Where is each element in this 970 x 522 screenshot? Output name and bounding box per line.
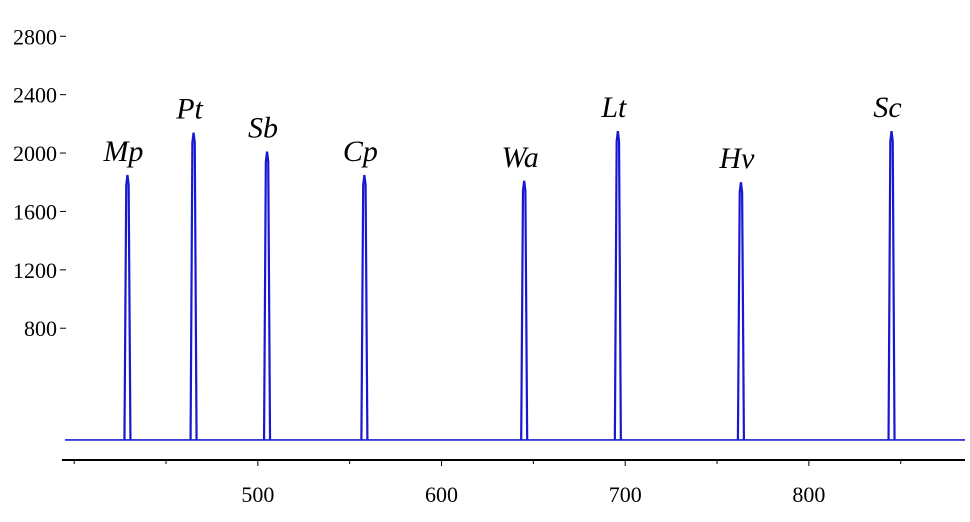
peak-Cp <box>360 174 369 440</box>
peak-Mp <box>123 174 132 440</box>
y-tick-label-800: 800 <box>24 316 57 341</box>
y-tick-label-2400: 2400 <box>13 83 57 108</box>
peak-Pt <box>189 132 198 440</box>
y-tick-label-2000: 2000 <box>13 141 57 166</box>
peak-label-Lt: Lt <box>600 91 627 124</box>
peak-marks <box>123 131 896 440</box>
x-tick-label-500: 500 <box>241 482 274 507</box>
peak-Hv <box>736 182 746 440</box>
y-axis-ticks: 800 1200 1600 2000 2400 2800 <box>13 24 66 341</box>
peak-labels: Mp Pt Sb Cp Wa Lt Hv Sc <box>102 91 901 175</box>
y-tick-label-1200: 1200 <box>13 258 57 283</box>
peak-label-Mp: Mp <box>102 135 143 168</box>
y-tick-label-2800: 2800 <box>13 24 57 49</box>
x-axis-ticks: 500 600 700 800 <box>73 460 902 507</box>
x-tick-label-700: 700 <box>609 482 642 507</box>
peak-label-Hv: Hv <box>718 142 755 175</box>
peak-label-Wa: Wa <box>502 141 539 174</box>
y-tick-label-1600: 1600 <box>13 199 57 224</box>
peak-Lt <box>613 131 622 440</box>
peak-label-Pt: Pt <box>175 93 203 126</box>
x-tick-label-600: 600 <box>425 482 458 507</box>
x-tick-label-800: 800 <box>792 482 825 507</box>
peak-Sc <box>887 131 896 440</box>
peak-label-Cp: Cp <box>343 135 378 168</box>
peak-Wa <box>520 180 529 440</box>
peak-label-Sb: Sb <box>248 112 278 145</box>
peak-label-Sc: Sc <box>873 91 901 124</box>
peak-Sb <box>262 151 272 440</box>
